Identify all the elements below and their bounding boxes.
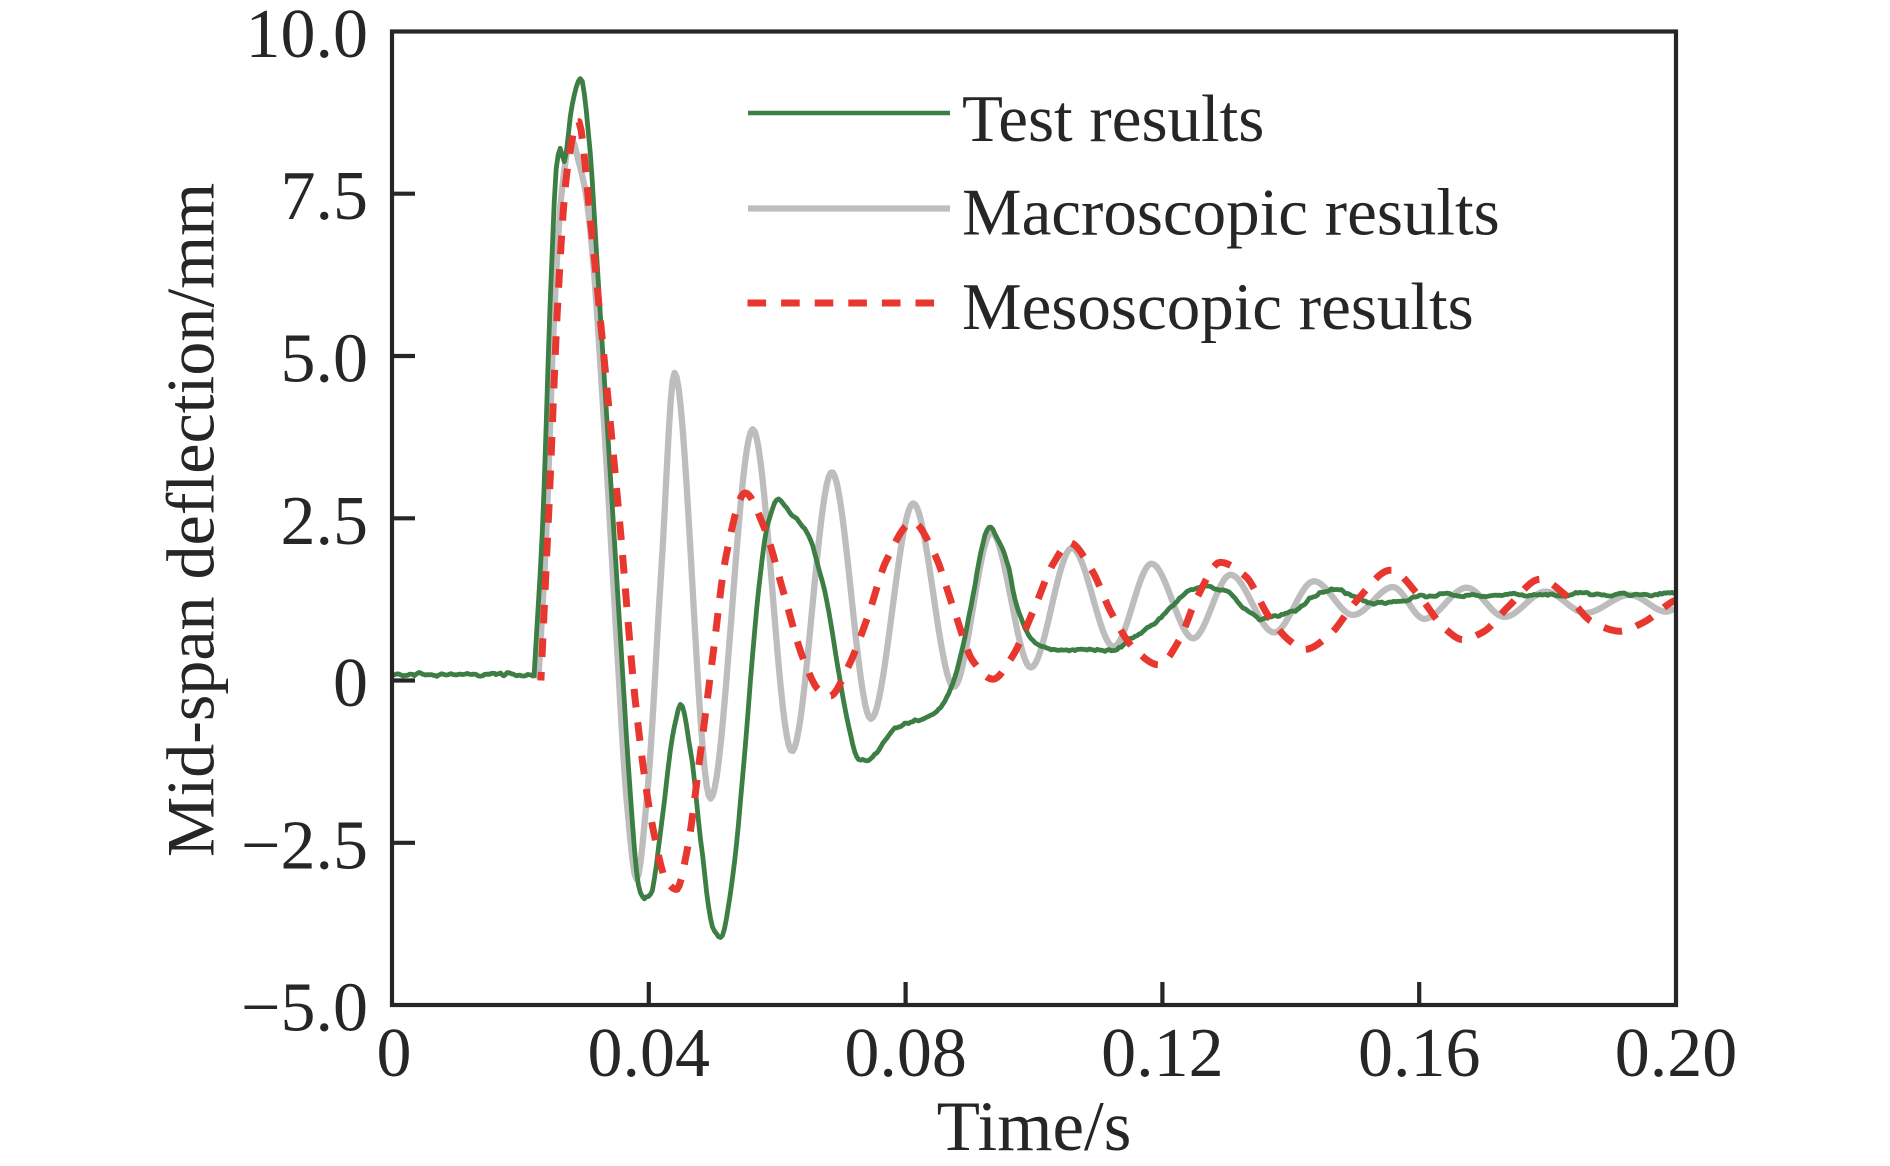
svg-text:0.12: 0.12 (1101, 1015, 1224, 1092)
svg-text:Mesoscopic results: Mesoscopic results (962, 270, 1474, 344)
svg-text:0.08: 0.08 (844, 1015, 967, 1092)
svg-text:5.0: 5.0 (281, 321, 369, 398)
svg-text:7.5: 7.5 (281, 158, 369, 235)
svg-text:Mid-span deflection/mm: Mid-span deflection/mm (153, 183, 229, 857)
svg-text:0.16: 0.16 (1358, 1015, 1481, 1092)
svg-text:Time/s: Time/s (937, 1088, 1132, 1166)
svg-text:0: 0 (333, 645, 368, 722)
svg-text:0.20: 0.20 (1615, 1015, 1738, 1092)
svg-text:Test results: Test results (962, 82, 1264, 156)
svg-text:2.5: 2.5 (281, 483, 369, 560)
svg-text:0: 0 (377, 1015, 412, 1092)
svg-text:0.04: 0.04 (588, 1015, 711, 1092)
svg-text:−5.0: −5.0 (241, 970, 368, 1047)
svg-text:Macroscopic results: Macroscopic results (962, 176, 1500, 250)
svg-text:10.0: 10.0 (246, 0, 369, 73)
svg-text:−2.5: −2.5 (241, 807, 368, 884)
